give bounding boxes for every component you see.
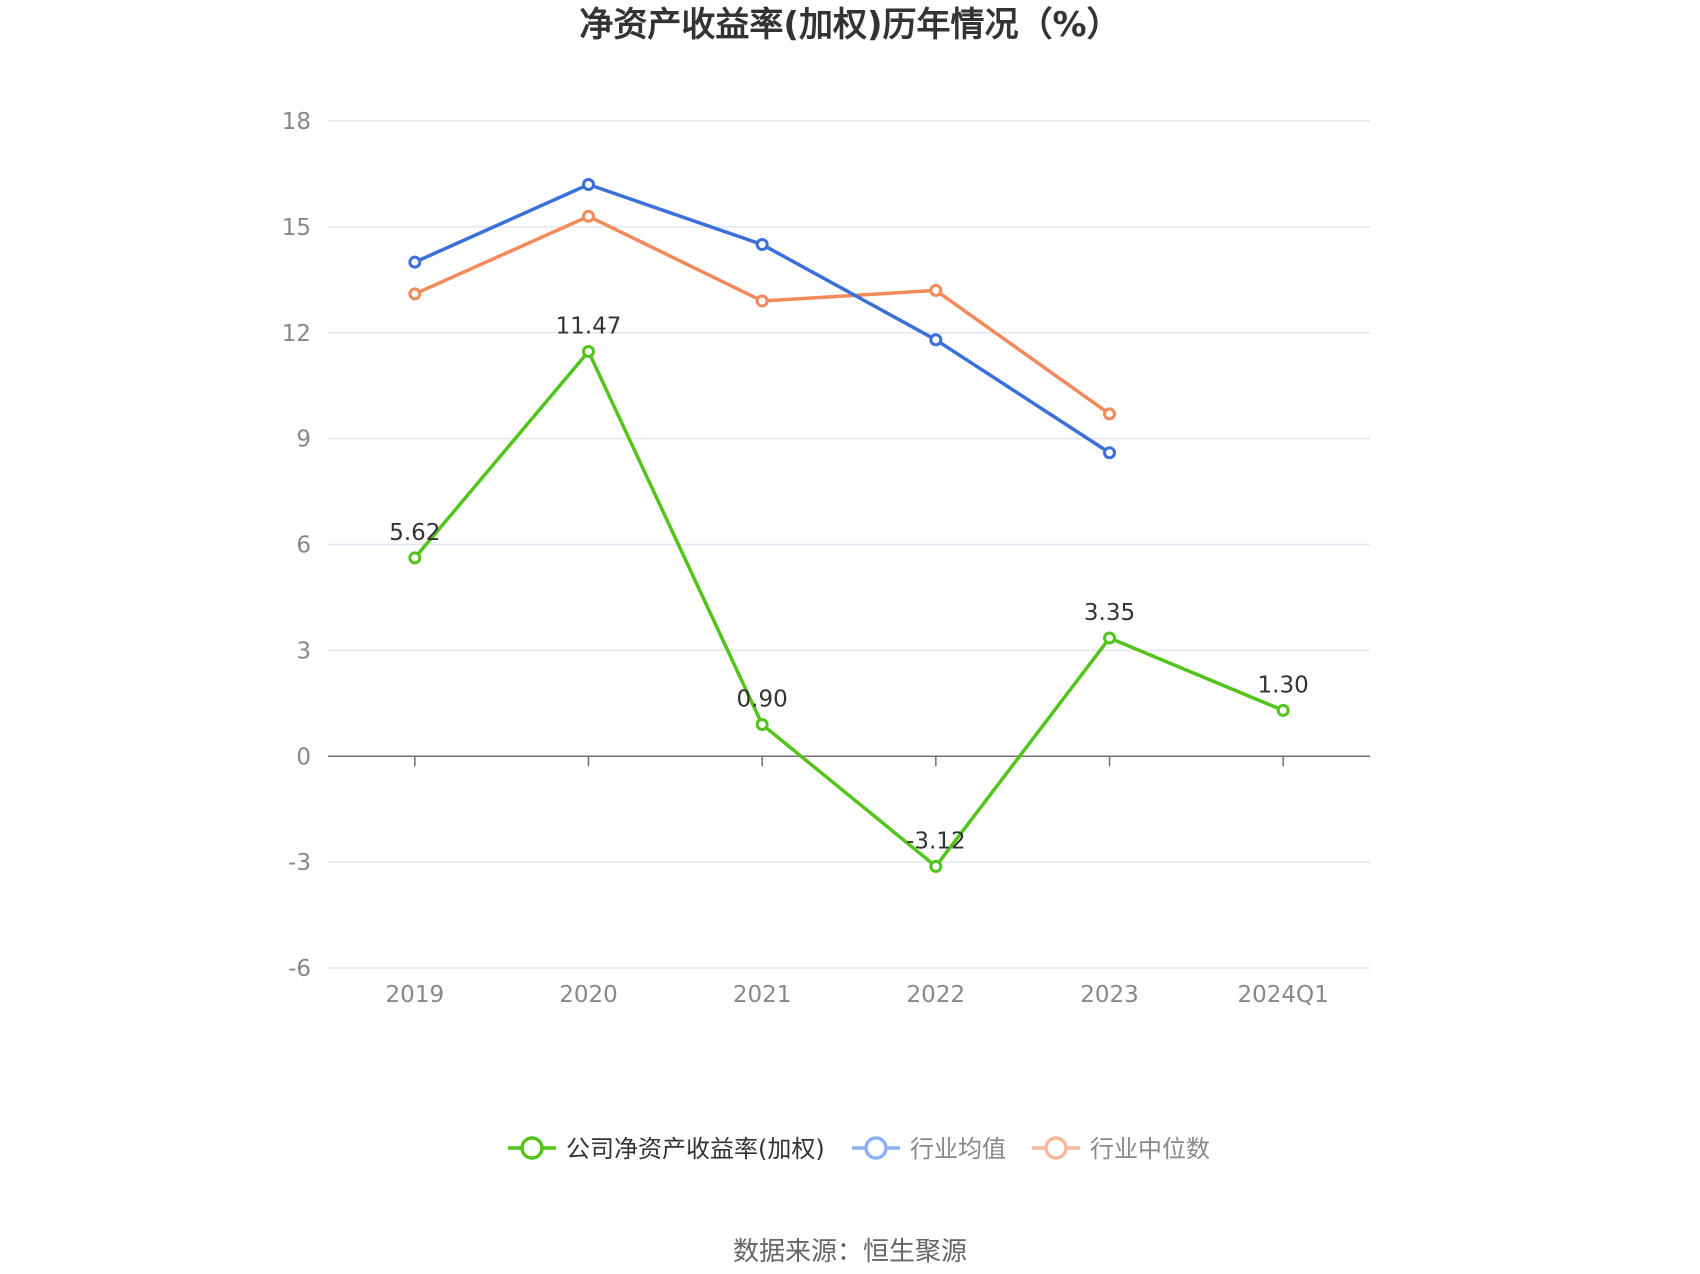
y-tick-label: -3 (288, 850, 311, 876)
y-tick-label: 6 (296, 533, 311, 559)
data-point[interactable] (408, 255, 422, 269)
legend-item-1[interactable]: 行业均值 (852, 1135, 1006, 1163)
data-point[interactable] (929, 333, 943, 347)
data-point[interactable] (755, 238, 769, 252)
legend-label: 行业均值 (910, 1135, 1006, 1163)
y-tick-label: -6 (288, 956, 311, 982)
legend[interactable]: 公司净资产收益率(加权) 行业均值 行业中位数 (508, 1135, 1210, 1163)
x-tick-label: 2021 (733, 982, 792, 1008)
data-point[interactable] (582, 209, 595, 223)
legend-circle-icon (864, 1136, 888, 1160)
data-label: 11.47 (556, 313, 622, 339)
data-point[interactable] (1103, 631, 1116, 645)
data-label: 1.30 (1258, 672, 1309, 698)
chart-title: 净资产收益率(加权)历年情况（%） (579, 5, 1120, 45)
x-tick-label: 2019 (386, 982, 445, 1008)
data-point[interactable] (755, 717, 769, 731)
x-axis: 2019 2020 2021 2022 2023 2024Q1 (328, 755, 1370, 1008)
y-tick-label: 15 (282, 215, 311, 241)
x-tick-label: 2022 (907, 982, 966, 1008)
y-tick-label: 0 (296, 744, 311, 770)
data-point[interactable] (582, 344, 595, 358)
series-1 (408, 178, 1116, 460)
y-axis-ticks: 18 15 12 9 6 3 0 -3 -6 (282, 109, 311, 982)
data-point[interactable] (1276, 703, 1290, 717)
legend-circle-icon (1044, 1136, 1068, 1160)
data-label: 3.35 (1084, 600, 1135, 626)
data-source: 数据来源：恒生聚源 (733, 1237, 967, 1267)
series-2 (408, 209, 1116, 421)
series-line (413, 349, 1284, 869)
x-tick-label: 2020 (559, 982, 618, 1008)
y-tick-label: 12 (282, 321, 311, 347)
data-point[interactable] (408, 287, 422, 301)
grid-lines (328, 120, 1370, 969)
data-point[interactable] (408, 551, 422, 565)
data-point[interactable] (1103, 446, 1116, 460)
legend-label: 行业中位数 (1090, 1135, 1210, 1163)
y-tick-label: 18 (282, 109, 311, 135)
legend-circle-icon (520, 1136, 544, 1160)
legend-item-2[interactable]: 行业中位数 (1032, 1135, 1210, 1163)
data-point[interactable] (929, 859, 943, 873)
series-line (414, 182, 1111, 455)
y-tick-label: 9 (296, 427, 311, 453)
series-0: 5.62 11.47 0.90 -3.12 3.35 1.30 (389, 313, 1309, 873)
y-tick-label: 3 (296, 638, 311, 664)
data-point[interactable] (582, 178, 595, 192)
data-label: -3.12 (906, 828, 966, 854)
x-tick-label: 2023 (1080, 982, 1139, 1008)
data-label: 0.90 (737, 686, 788, 712)
legend-item-0[interactable]: 公司净资产收益率(加权) (508, 1135, 825, 1163)
data-point[interactable] (755, 294, 769, 308)
data-point[interactable] (1103, 407, 1116, 421)
x-tick-label: 2024Q1 (1238, 982, 1329, 1008)
series-lines: 5.62 11.47 0.90 -3.12 3.35 1.30 (389, 178, 1309, 873)
data-point[interactable] (929, 283, 943, 297)
legend-label: 公司净资产收益率(加权) (566, 1135, 825, 1163)
data-label: 5.62 (389, 520, 440, 546)
